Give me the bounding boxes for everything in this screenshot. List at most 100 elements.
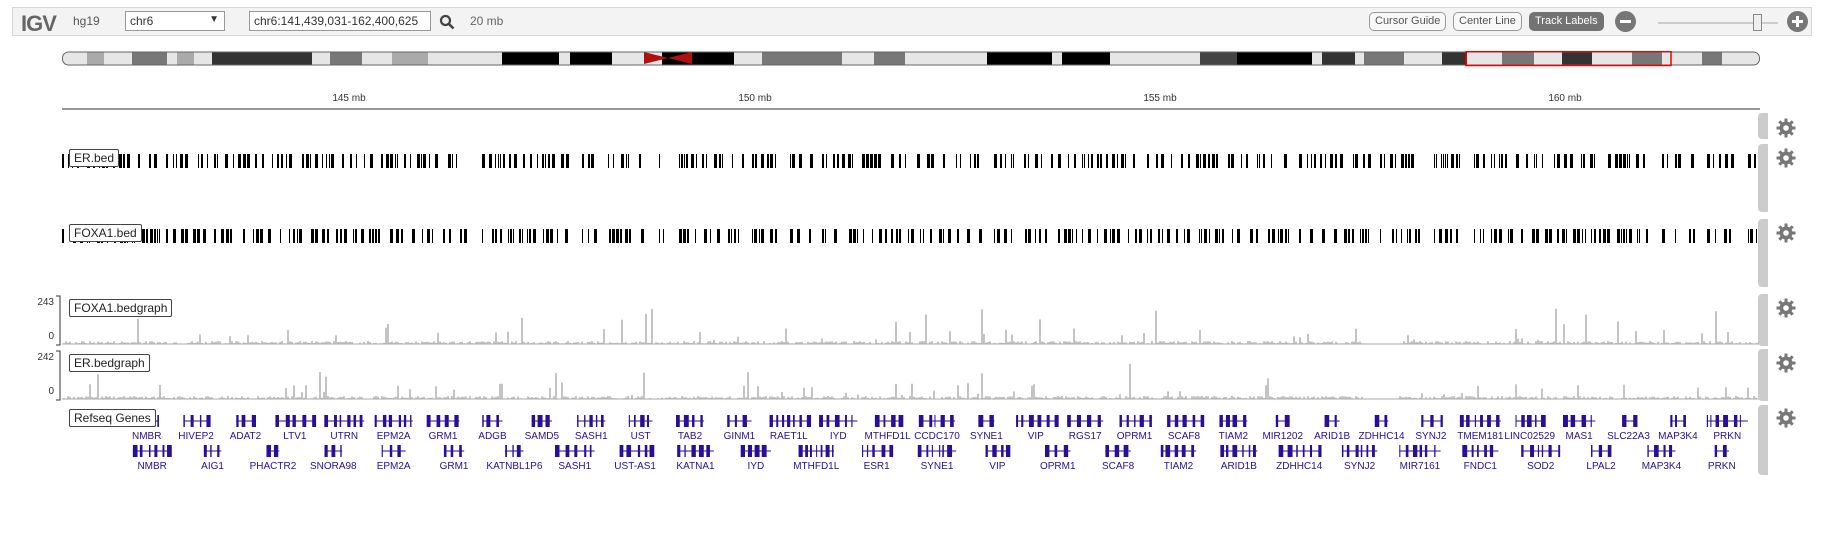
gear-icon[interactable] [1776,298,1796,318]
gene-feature[interactable]: TAB2 [675,415,705,442]
gene-feature[interactable]: SLC22A3 [1607,415,1650,442]
gene-feature[interactable]: TIAM2 [1160,445,1197,472]
gene-feature[interactable]: OPRM1 [1117,415,1153,442]
track-labels-button[interactable]: Track Labels [1529,12,1604,31]
gene-feature[interactable]: UST-AS1 [614,445,656,472]
zoom-out-icon[interactable] [1615,11,1636,32]
gene-feature[interactable]: PRKN [1706,415,1748,442]
chromosome-ideogram[interactable] [62,51,1760,67]
gene-feature[interactable]: SYNJ2 [1415,415,1447,442]
bed-feature [857,229,858,243]
gene-feature[interactable]: ARID1B [1220,445,1258,472]
track-scrollbar[interactable] [1758,113,1768,139]
gene-feature[interactable]: HIVEP2 [178,415,214,442]
gene-feature[interactable]: SASH1 [575,415,608,442]
gene-feature[interactable]: EPM2A [374,415,413,442]
gene-feature[interactable]: VIP [985,445,1011,472]
zoom-slider[interactable] [1658,22,1778,24]
gene-feature[interactable]: ZDHHC14 [1276,445,1323,472]
gene-feature[interactable]: NMBR [132,445,172,472]
zoom-slider-thumb[interactable] [1753,14,1762,31]
bed-feature [1636,154,1639,168]
gene-feature[interactable]: TIAM2 [1219,415,1249,442]
gene-feature[interactable]: SYNE1 [970,415,1003,442]
gear-icon[interactable] [1776,148,1796,168]
gene-feature[interactable]: FNDC1 [1462,445,1499,472]
gene-feature[interactable]: ADGB [478,415,507,442]
foxa1-bedgraph-signal[interactable] [62,294,1760,346]
refseq-genes-features[interactable]: NMBR HIVEP2 ADAT2 LTV1 UTRN EPM2A GRM1 ADGB SAMD… [62,410,1760,476]
gene-feature[interactable]: UST [628,415,653,442]
gene-feature[interactable]: MIR7161 [1399,445,1441,472]
gene-feature[interactable]: MIR1202 [1262,415,1303,442]
gene-feature[interactable]: SCAF8 [1102,445,1135,472]
locus-search-input[interactable]: chr6:141,439,031-162,400,625 [249,11,431,31]
gene-feature[interactable]: IYD [819,415,858,442]
gene-feature[interactable]: ZDHHC14 [1358,415,1405,442]
chromosome-select[interactable]: chr6 ▼ [125,11,225,31]
track-scrollbar[interactable] [1758,294,1768,346]
track-scrollbar[interactable] [1758,144,1768,212]
gene-feature[interactable]: KATNBL1P6 [486,445,543,472]
track-scrollbar[interactable] [1758,405,1768,475]
gene-feature[interactable]: LTV1 [275,415,317,442]
search-icon[interactable] [439,14,455,30]
gene-feature[interactable]: AIG1 [201,445,224,472]
gene-feature[interactable]: EPM2A [377,445,411,472]
gene-feature[interactable]: GINM1 [724,415,756,442]
gene-feature[interactable]: SYNJ2 [1341,445,1378,472]
bed-feature [722,154,723,168]
gene-feature[interactable]: ADAT2 [230,415,262,442]
cursor-guide-button[interactable]: Cursor Guide [1369,12,1447,31]
gene-feature[interactable]: KATNA1 [676,445,715,472]
bed-feature [948,229,951,243]
gene-feature[interactable]: MAP3K4 [1658,415,1698,442]
gene-feature[interactable]: CCDC170 [914,415,960,442]
bed-feature [849,229,852,243]
gene-feature[interactable]: PHACTR2 [250,445,297,472]
gene-feature[interactable]: RGS17 [1067,415,1104,442]
gene-feature[interactable]: SAMD5 [525,415,560,442]
er-bedgraph-signal[interactable] [62,349,1760,401]
bed-feature [639,154,641,168]
track-label-foxa1-bedgraph[interactable]: FOXA1.bedgraph [69,299,173,317]
gear-icon[interactable] [1776,353,1796,373]
gene-feature[interactable]: LPAL2 [1586,445,1616,472]
gene-feature[interactable]: MAS1 [1562,415,1596,442]
track-scrollbar[interactable] [1758,219,1768,287]
gene-feature[interactable]: OPRM1 [1040,445,1076,472]
gene-feature[interactable]: MAP3K4 [1642,445,1682,472]
gene-feature[interactable]: IYD [740,445,772,472]
gene-feature[interactable]: PRKN [1708,445,1736,472]
gene-feature[interactable]: UTRN [324,415,365,442]
gene-feature[interactable]: MTHFD1L [865,415,912,442]
gene-feature[interactable]: SCAF8 [1167,415,1205,442]
gene-feature[interactable]: TMEM181 [1457,415,1504,442]
track-scrollbar[interactable] [1758,349,1768,401]
gear-icon[interactable] [1776,408,1796,428]
track-label-foxa1-bed[interactable]: FOXA1.bed [69,224,142,242]
gene-feature[interactable]: GRM1 [426,415,460,442]
gene-feature[interactable]: SYNE1 [917,445,957,472]
gene-feature[interactable]: SOD2 [1521,445,1561,472]
foxa1-bed-features[interactable] [62,228,1760,244]
zoom-in-icon[interactable] [1787,11,1808,32]
gene-feature[interactable]: MTHFD1L [793,445,840,472]
gene-feature[interactable]: VIP [1016,415,1059,442]
er-bed-features[interactable] [62,153,1760,169]
track-label-er-bedgraph[interactable]: ER.bedgraph [69,354,150,372]
gene-feature[interactable]: GRM1 [440,445,469,472]
center-line-button[interactable]: Center Line [1453,12,1522,31]
track-label-er-bed[interactable]: ER.bed [69,149,120,167]
gear-icon[interactable] [1776,118,1796,138]
genome-label[interactable]: hg19 [73,14,100,28]
track-label-refseq-genes[interactable]: Refseq Genes [69,409,156,427]
gear-icon[interactable] [1776,223,1796,243]
gene-feature[interactable]: RAET1L [769,415,812,442]
gene-feature[interactable]: SASH1 [555,445,595,472]
gene-feature[interactable]: ESR1 [862,445,894,472]
gene-feature[interactable]: SNORA98 [310,445,357,472]
current-region-box[interactable] [1465,51,1672,67]
gene-feature[interactable]: LINC02529 [1504,415,1555,442]
gene-feature[interactable]: ARID1B [1314,415,1351,442]
